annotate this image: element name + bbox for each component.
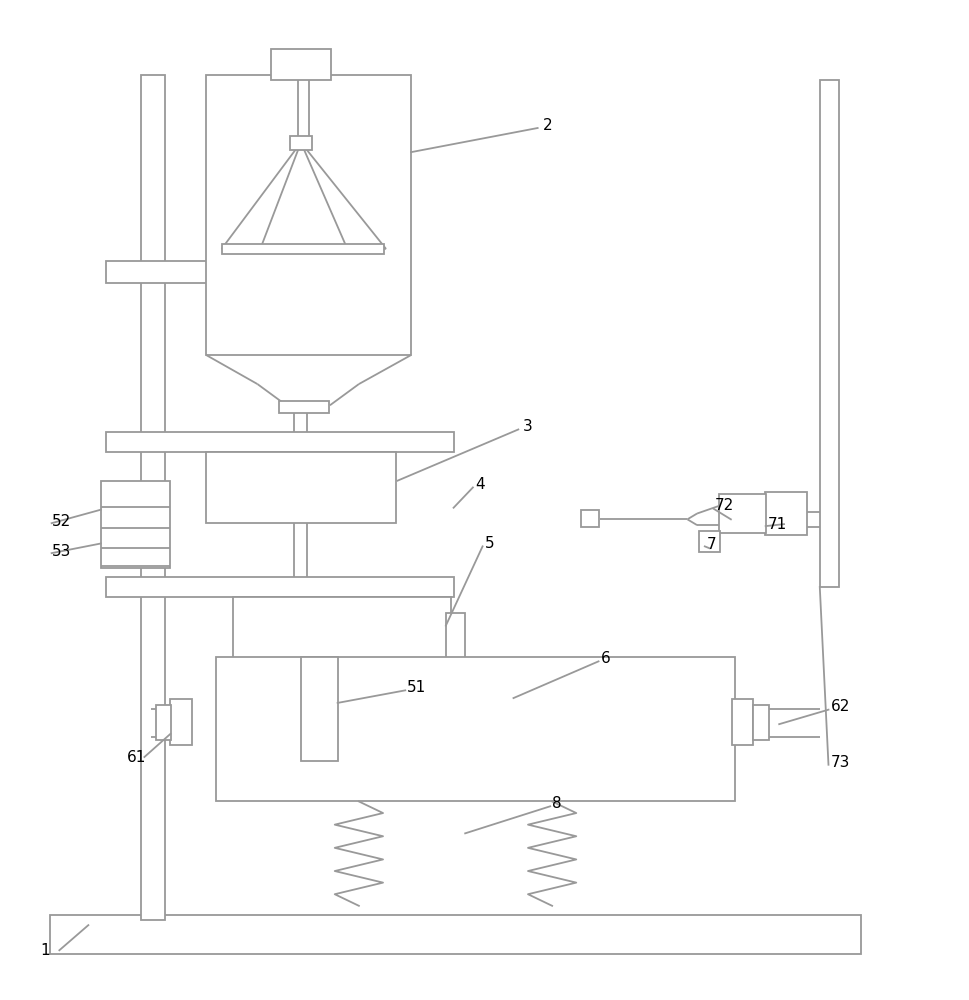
Bar xyxy=(765,492,807,535)
Text: 3: 3 xyxy=(523,419,533,434)
Bar xyxy=(106,261,405,283)
Bar xyxy=(732,699,753,745)
Bar xyxy=(753,705,768,740)
Bar xyxy=(49,915,861,954)
Text: 2: 2 xyxy=(543,118,552,133)
Bar xyxy=(279,401,328,413)
Bar xyxy=(699,531,720,552)
Bar xyxy=(156,705,172,740)
Bar xyxy=(719,494,766,533)
Text: 1: 1 xyxy=(40,943,49,958)
Text: 71: 71 xyxy=(767,517,787,532)
Text: 7: 7 xyxy=(706,537,716,552)
Text: 61: 61 xyxy=(127,750,146,765)
Bar xyxy=(106,432,453,452)
Bar xyxy=(271,49,330,80)
Bar xyxy=(171,699,192,745)
Text: 73: 73 xyxy=(830,755,850,770)
Bar xyxy=(297,734,333,761)
Text: 6: 6 xyxy=(601,651,610,666)
Text: 72: 72 xyxy=(714,498,734,513)
Bar xyxy=(106,577,453,597)
Bar xyxy=(820,80,839,587)
Text: 51: 51 xyxy=(407,680,426,695)
Text: 52: 52 xyxy=(51,514,71,529)
Text: 53: 53 xyxy=(51,544,71,559)
Bar xyxy=(101,481,171,568)
Bar xyxy=(234,597,451,684)
Bar xyxy=(206,75,411,355)
Bar xyxy=(222,244,384,254)
Bar xyxy=(446,613,465,666)
Bar xyxy=(301,657,337,761)
Text: 62: 62 xyxy=(830,699,850,714)
Bar xyxy=(216,657,735,801)
Text: 8: 8 xyxy=(552,796,562,811)
Bar xyxy=(581,510,599,527)
Polygon shape xyxy=(222,142,386,249)
Bar xyxy=(141,75,165,920)
Text: 5: 5 xyxy=(484,536,494,551)
Text: 4: 4 xyxy=(475,477,484,492)
Bar xyxy=(206,452,395,523)
Bar xyxy=(291,136,312,150)
